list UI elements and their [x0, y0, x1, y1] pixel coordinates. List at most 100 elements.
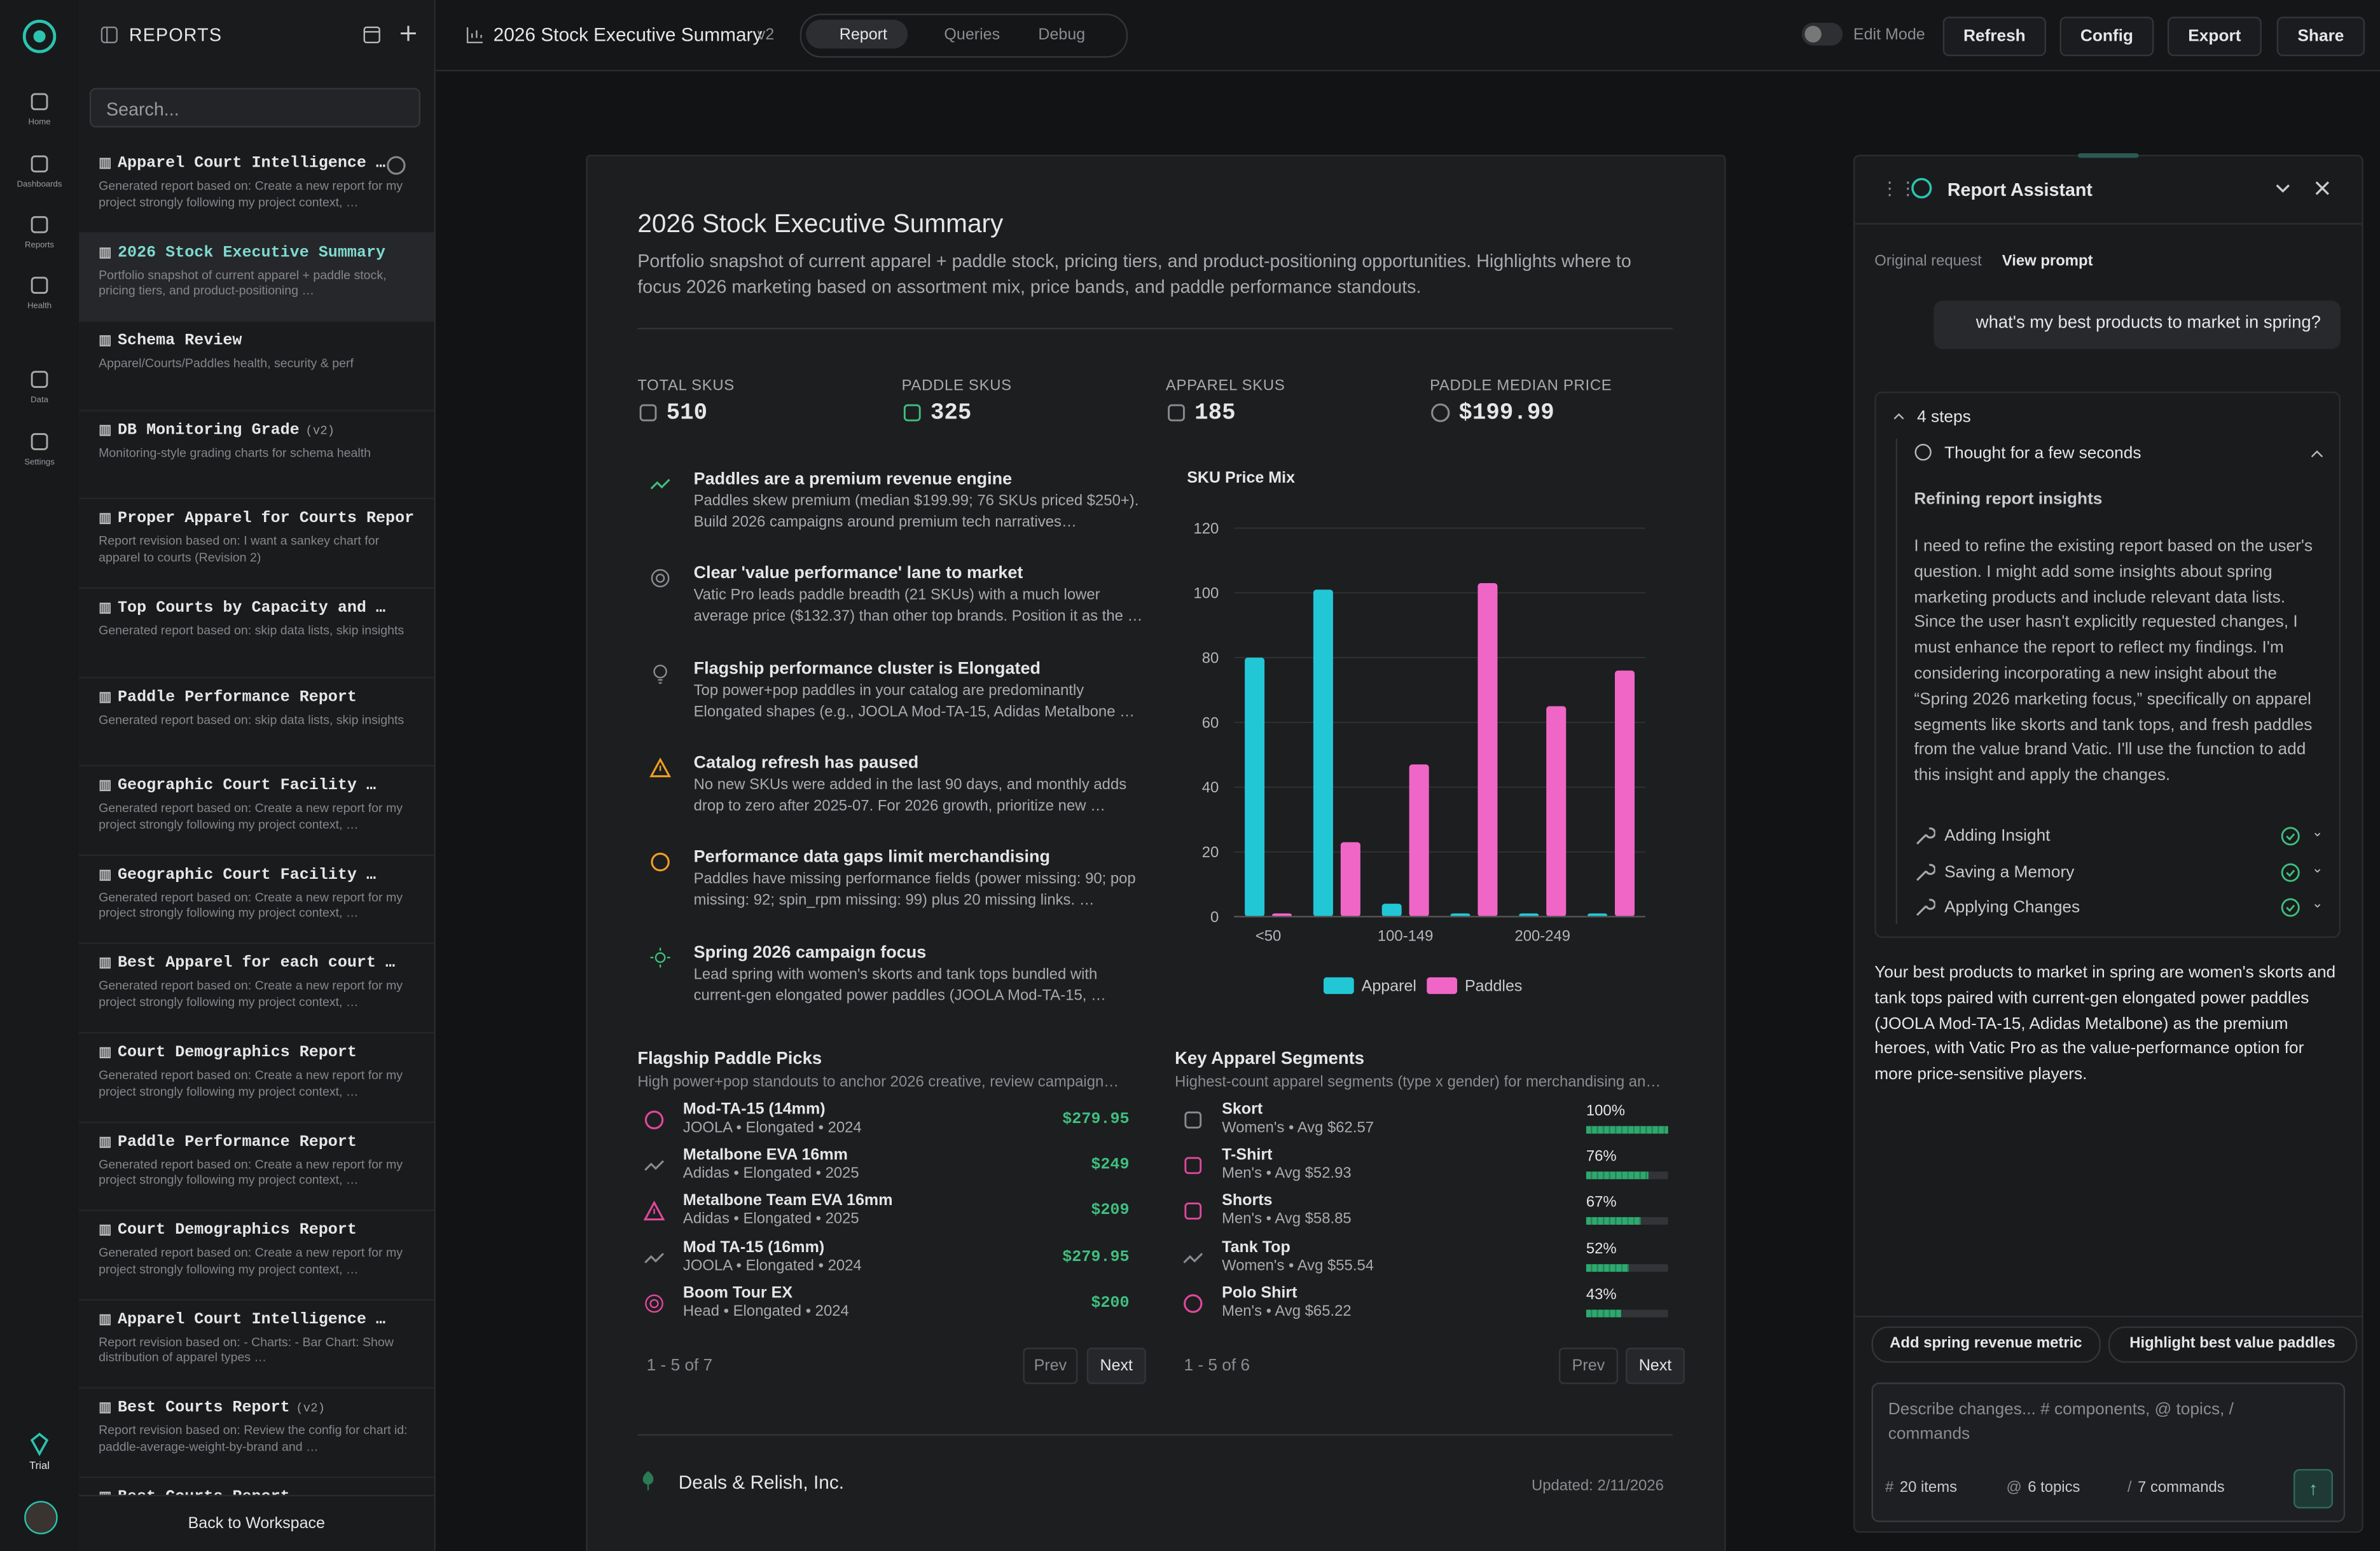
report-item[interactable]: ▥ Apparel Court Intelligence … Generated r…: [79, 144, 434, 233]
step-toggle[interactable]: ⌄: [2311, 859, 2323, 875]
report-item[interactable]: ▥ Proper Apparel for Courts Repor… Report …: [79, 500, 434, 589]
legend-label: Paddles: [1465, 977, 1523, 995]
step-label: Applying Changes: [1944, 898, 2080, 917]
company-name: Deals & Relish, Inc.: [678, 1472, 845, 1494]
insight-icon: [650, 947, 670, 967]
report-item-title: ▥ Apparel Court Intelligence …: [99, 1311, 414, 1329]
step-check: [2281, 827, 2300, 846]
rail-label[interactable]: Reports: [25, 241, 55, 251]
report-item[interactable]: ▥ Paddle Performance Report Generated repo…: [79, 1122, 434, 1211]
tab[interactable]: Debug: [1038, 25, 1086, 45]
prompt-chip[interactable]: #20 items: [1885, 1480, 1957, 1496]
report-item[interactable]: ▥ Court Demographics Report Generated repo…: [79, 1211, 434, 1300]
segment-meta: Women's • Avg $62.57: [1222, 1120, 1374, 1137]
view-prompt[interactable]: View prompt: [2002, 253, 2093, 270]
suggestion-chip[interactable]: Highlight best value paddles: [2108, 1326, 2357, 1363]
step-icon: [1916, 899, 1935, 916]
rail-label[interactable]: Home: [28, 118, 51, 128]
kpi-label: TOTAL SKUS: [637, 378, 735, 395]
add-report-button[interactable]: [399, 24, 418, 43]
segment-share: 52%: [1586, 1241, 1617, 1258]
segment-meta: Men's • Avg $52.93: [1222, 1166, 1352, 1183]
icon-rail: Home Dashboards Reports Health Data Settings …: [0, 0, 81, 1551]
report-item[interactable]: ▥ 2026 Stock Executive Summary Portfolio s…: [79, 233, 434, 322]
report-item[interactable]: ▥ Top Courts by Capacity and … Generated r…: [79, 589, 434, 678]
tab[interactable]: Queries: [944, 25, 1000, 45]
rail-label[interactable]: Data: [31, 396, 48, 406]
title-icon: ▥: [99, 423, 112, 439]
thought-toggle[interactable]: [2310, 449, 2323, 458]
step-toggle[interactable]: ⌄: [2311, 824, 2323, 839]
report-item-desc: Report revision based on: Review the con…: [99, 1424, 408, 1454]
trial-label[interactable]: Trial: [29, 1461, 50, 1472]
chip-prefix: #: [1885, 1479, 1894, 1497]
kpi-icon: [1431, 403, 1450, 422]
report-version: v2: [757, 25, 775, 45]
collapse-button[interactable]: [2275, 182, 2290, 194]
step-toggle[interactable]: ⌄: [2311, 895, 2323, 911]
pagination-info: 1 - 5 of 6: [1184, 1356, 1250, 1375]
prev-button[interactable]: Prev: [1558, 1348, 1618, 1384]
apparel-icon: [1184, 1111, 1202, 1129]
rail-label[interactable]: Settings: [24, 458, 55, 468]
search-input[interactable]: Search...: [89, 88, 421, 128]
report-description: Portfolio snapshot of current apparel + …: [637, 250, 1631, 298]
share-bar: [1586, 1309, 1622, 1317]
title-icon: ▥: [99, 1491, 111, 1495]
refresh-button[interactable]: Refresh: [1942, 17, 2046, 57]
step-icon: [1916, 827, 1935, 844]
kpi-label: PADDLE MEDIAN PRICE: [1430, 378, 1612, 395]
grip[interactable]: ⋮⋮: [1880, 177, 1918, 199]
next-button[interactable]: Next: [1086, 1348, 1146, 1384]
prompt-chip[interactable]: / 7 commands: [2127, 1480, 2225, 1496]
apparel-title: Key Apparel Segments: [1175, 1050, 1365, 1069]
drag-handle[interactable]: [2078, 153, 2139, 158]
prompt-box[interactable]: Describe changes... # components, @ topi…: [1871, 1382, 2346, 1522]
prompt-chip[interactable]: @6 topics: [2006, 1480, 2080, 1496]
report-item[interactable]: ▥ Geographic Court Facility … Generated re…: [79, 855, 434, 945]
divider: [637, 1434, 1673, 1436]
report-item[interactable]: ▥ Apparel Court Intelligence … Report revi…: [79, 1300, 434, 1389]
report-name: Geographic Court Facility …: [117, 866, 377, 885]
new-dashboard-button[interactable]: [363, 24, 382, 44]
paddle-icon: [644, 1252, 664, 1263]
steps-toggle[interactable]: [1893, 411, 1905, 420]
report-item[interactable]: ▥ Geographic Court Facility … Generated re…: [79, 767, 434, 856]
report-item-title: ▥ Apparel Court Intelligence …: [99, 155, 414, 173]
report-name: Best Courts Report: [118, 1489, 290, 1495]
step-check: [2281, 862, 2300, 881]
report-item[interactable]: ▥ Court Demographics Report Generated repo…: [79, 1033, 434, 1123]
chip-label: 20 items: [1899, 1479, 1958, 1497]
rail-label[interactable]: Health: [27, 301, 52, 312]
send-button[interactable]: ↑: [2293, 1469, 2334, 1509]
edit-mode-toggle[interactable]: [1801, 22, 1843, 46]
avatar[interactable]: [24, 1501, 58, 1534]
paddle-name: Mod-TA-15 (14mm): [682, 1100, 826, 1119]
report-item[interactable]: ▥ Paddle Performance Report Generated repo…: [79, 678, 434, 767]
segment-name: T-Shirt: [1222, 1146, 1273, 1164]
paddle-meta: JOOLA • Elongated • 2024: [682, 1257, 862, 1274]
export-button[interactable]: Export: [2167, 17, 2262, 57]
next-button[interactable]: Next: [1625, 1348, 1685, 1384]
close-button[interactable]: [2314, 181, 2330, 196]
report-item[interactable]: ▥ Schema Review Apparel/Courts/Paddles hea…: [79, 322, 434, 411]
share-track: [1586, 1126, 1668, 1134]
tab[interactable]: Report: [839, 25, 887, 45]
insight: Spring 2026 campaign focus Lead spring wi…: [694, 943, 1149, 1007]
rail-label[interactable]: Dashboards: [17, 180, 62, 190]
suggestion-chip[interactable]: Add spring revenue metric: [1871, 1326, 2101, 1363]
thought-icon: [1914, 444, 1932, 461]
title-icon: ▥: [99, 689, 112, 705]
report-item-desc: Generated report based on: Create a new …: [99, 890, 403, 920]
report-item[interactable]: ▥ Best Courts Report: [79, 1478, 434, 1495]
apparel-icon: [1184, 1293, 1203, 1313]
report-item[interactable]: ▥ DB Monitoring Grade (v2) Monitoring-style…: [79, 411, 434, 500]
back-to-workspace[interactable]: Back to Workspace: [188, 1514, 326, 1533]
report-item[interactable]: ▥ Best Apparel for each court … Generated …: [79, 944, 434, 1034]
company-logo: [642, 1471, 654, 1491]
report-item[interactable]: ▥ Best Courts Report (v2) Report revision b…: [79, 1389, 434, 1479]
config-button[interactable]: Config: [2059, 17, 2154, 57]
share-button[interactable]: Share: [2276, 17, 2365, 57]
prev-button[interactable]: Prev: [1023, 1348, 1078, 1384]
